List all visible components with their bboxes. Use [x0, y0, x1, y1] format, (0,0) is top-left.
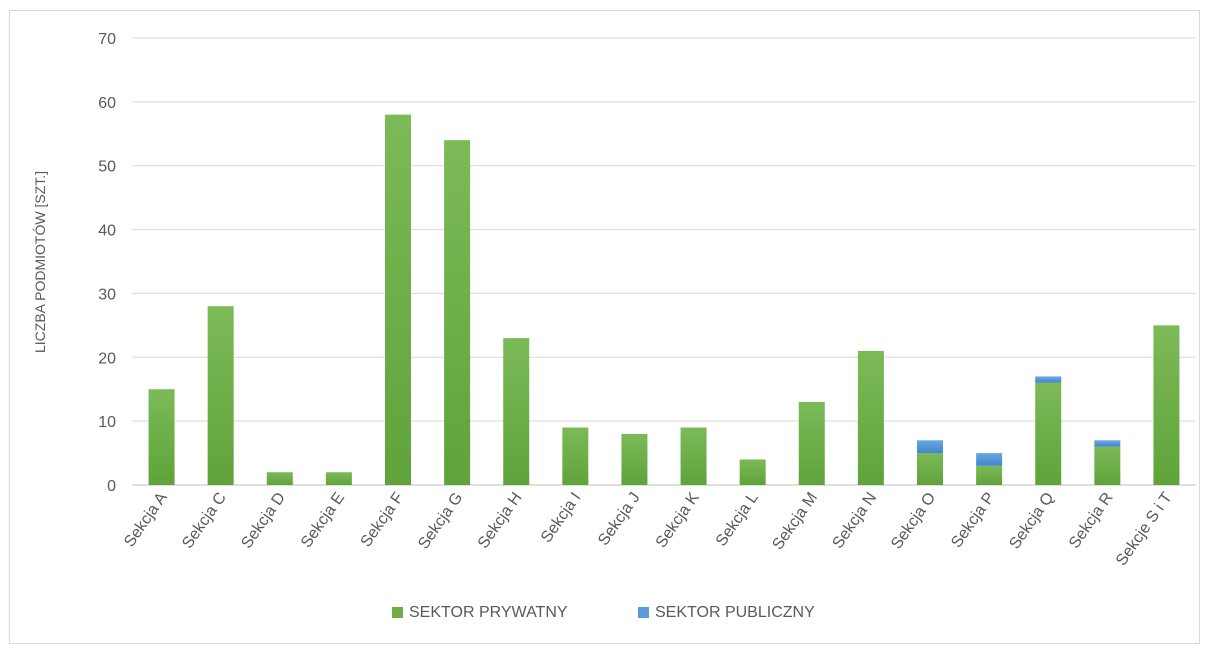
bar-prywatny: [503, 338, 530, 485]
legend-label: SEKTOR PRYWATNY: [409, 604, 568, 621]
x-tick-label: Sekcja A: [121, 489, 171, 550]
legend: SEKTOR PRYWATNY SEKTOR PUBLICZNY: [392, 604, 815, 621]
x-tick-label: Sekcja K: [653, 489, 703, 551]
bar-prywatny: [1094, 446, 1121, 485]
x-tick-label: Sekcja Q: [1006, 490, 1057, 553]
x-tick-label: Sekcja E: [298, 490, 348, 551]
legend-swatch: [392, 607, 403, 618]
bar-prywatny: [207, 306, 234, 485]
bar-prywatny: [385, 114, 411, 485]
y-tick-label: 0: [107, 478, 116, 495]
x-tick-label: Sekcja I: [538, 490, 585, 546]
bar-prywatny: [798, 401, 825, 485]
bar-publiczny: [917, 440, 943, 454]
x-tick-label: Sekcja G: [415, 490, 466, 553]
y-tick-label: 60: [98, 95, 116, 112]
y-tick-label: 70: [98, 31, 116, 48]
bar-prywatny: [976, 465, 1003, 485]
legend-swatch: [638, 607, 649, 618]
bar-prywatny: [680, 427, 707, 485]
legend-label: SEKTOR PUBLICZNY: [655, 604, 815, 621]
x-axis-ticks: Sekcja A Sekcja C Sekcja D Sekcja E Sekcja F…: [121, 489, 1176, 569]
bar-prywatny: [325, 472, 352, 485]
x-tick-label: Sekcja C: [179, 490, 230, 552]
x-tick-label: Sekcja P: [948, 490, 998, 551]
bar-prywatny: [917, 453, 943, 485]
x-tick-label: Sekcja O: [888, 490, 939, 553]
bar-publiczny: [976, 453, 1003, 466]
bar-prywatny: [1153, 325, 1180, 485]
bar-prywatny: [562, 427, 589, 485]
bar-prywatny: [621, 433, 648, 485]
x-tick-label: Sekcja J: [595, 490, 644, 549]
x-tick-label: Sekcje S i T: [1113, 489, 1176, 569]
bar-publiczny: [1094, 440, 1121, 447]
bar-prywatny: [148, 389, 175, 485]
y-tick-label: 20: [98, 350, 116, 367]
x-tick-label: Sekcja R: [1066, 490, 1117, 552]
x-tick-label: Sekcja F: [358, 489, 408, 550]
y-tick-label: 30: [98, 286, 116, 303]
y-axis-label: LICZBA PODMIOTÓW [SZT.]: [32, 171, 48, 353]
x-tick-label: Sekcja D: [238, 490, 289, 552]
bar-prywatny: [444, 140, 471, 485]
bars: [148, 114, 1180, 485]
y-tick-label: 10: [98, 414, 116, 431]
x-tick-label: Sekcja N: [830, 490, 881, 552]
bar-publiczny: [1035, 376, 1062, 383]
y-axis-ticks: 0 10 20 30 40 50 60 70: [98, 31, 116, 495]
bar-prywatny: [739, 459, 766, 485]
y-tick-label: 40: [98, 223, 116, 240]
gridlines: [132, 37, 1196, 486]
x-tick-label: Sekcja H: [475, 490, 526, 552]
x-tick-label: Sekcja M: [769, 490, 821, 554]
bar-prywatny: [266, 472, 293, 485]
chart-frame: [9, 10, 1200, 644]
x-tick-label: Sekcja L: [713, 489, 762, 549]
y-tick-label: 50: [98, 159, 116, 176]
bar-prywatny: [857, 350, 884, 485]
bar-prywatny: [1035, 382, 1062, 485]
